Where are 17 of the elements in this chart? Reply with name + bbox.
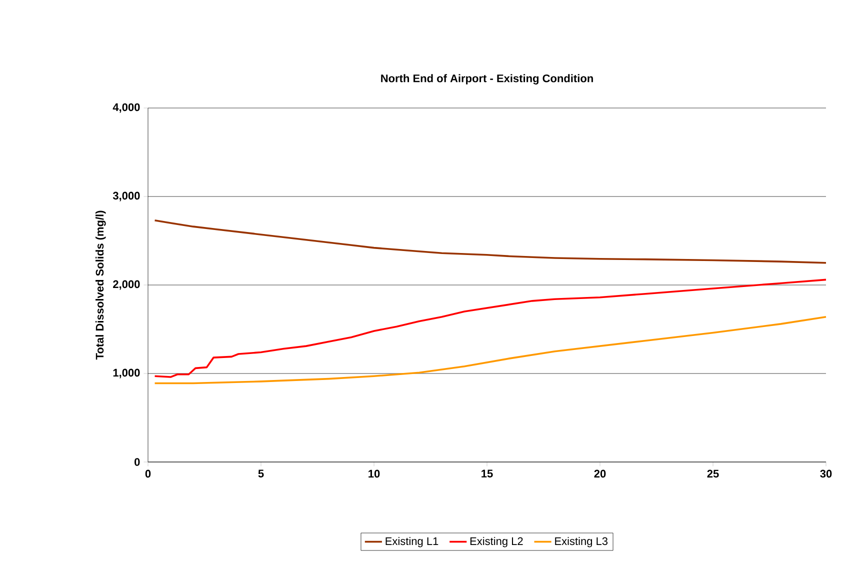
legend-label: Existing L1 xyxy=(386,536,438,548)
y-tick-label: 3,000 xyxy=(112,192,140,202)
x-tick-label: 20 xyxy=(594,470,606,478)
x-tick-label: 0 xyxy=(145,470,151,478)
x-tick-label: 15 xyxy=(482,470,493,478)
y-tick-label: 2,000 xyxy=(113,280,140,290)
y-tick-label: 4,000 xyxy=(112,103,140,113)
y-tick-label: 0 xyxy=(134,458,140,466)
chart-title: North End of Airport - Existing Condition xyxy=(381,74,593,84)
x-tick-label: 5 xyxy=(258,470,264,478)
x-tick-label: 30 xyxy=(820,470,832,478)
x-tick-label: 25 xyxy=(707,470,719,478)
y-axis-title: Total Dissolved Solids (mg/l) xyxy=(96,210,106,360)
y-tick-label: 1,000 xyxy=(113,368,140,378)
x-tick-label: 10 xyxy=(368,470,380,478)
legend-label: Existing L2 xyxy=(470,536,523,548)
legend-label: Existing L3 xyxy=(555,536,608,548)
